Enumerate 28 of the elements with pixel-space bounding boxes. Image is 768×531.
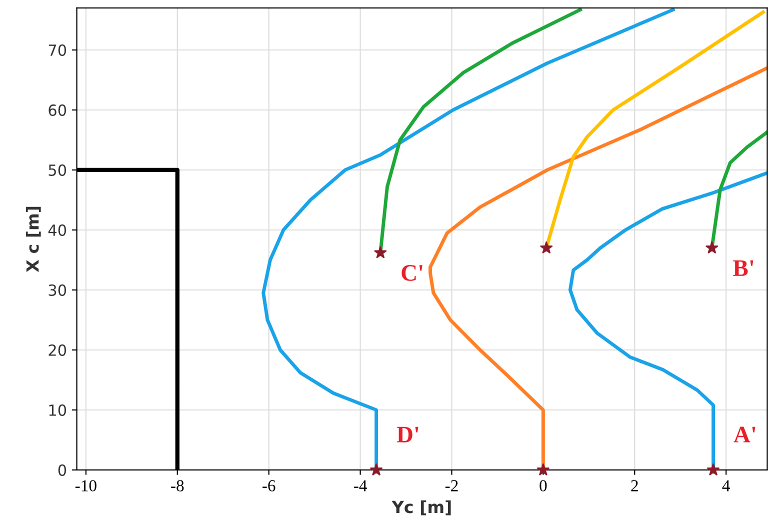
y-tick-label: 50 (48, 164, 66, 176)
point (370, 463, 383, 476)
y-tick-label: 40 (48, 224, 66, 236)
y-tick-label: 30 (48, 284, 66, 296)
x-tick-label: -6 (262, 480, 276, 492)
y-tick-label: 70 (48, 44, 66, 56)
point (374, 246, 387, 258)
point (707, 463, 720, 476)
y-tick-label: 0 (58, 464, 66, 476)
annotation: C' (402, 265, 422, 281)
y-tick-label: 20 (48, 344, 66, 356)
annotation: A' (734, 426, 756, 442)
point (540, 241, 553, 254)
x-tick-label: 2 (631, 480, 638, 492)
annotation: B' (733, 260, 754, 276)
y-tick-label: 10 (49, 404, 66, 416)
point (706, 241, 718, 254)
annotation: D' (396, 426, 418, 442)
y-axis-title: X c [m] (26, 206, 41, 272)
y-tick-label: 60 (48, 104, 66, 116)
x-tick-label: -8 (171, 480, 184, 492)
point (536, 463, 550, 476)
x-tick-label: -2 (445, 480, 458, 492)
x-tick-label: -10 (75, 480, 96, 492)
x-tick-label: 0 (540, 480, 547, 492)
x-tick-label: 4 (722, 480, 730, 492)
x-tick-label: -4 (354, 480, 367, 492)
x-axis-title: Yc [m] (392, 500, 451, 516)
